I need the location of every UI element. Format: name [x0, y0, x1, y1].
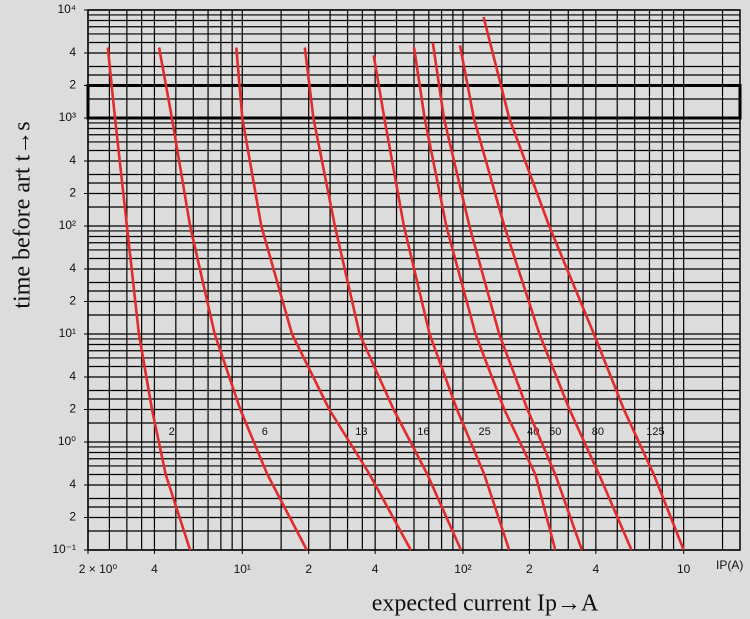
fuse-curve	[482, 16, 685, 551]
curve-label: 2	[169, 426, 175, 438]
x-tick-label: 4	[372, 562, 379, 576]
y-tick-label: 10⁰	[58, 434, 76, 448]
y-axis-title: time before art t→s	[10, 121, 36, 308]
y-tick-label: 10²	[59, 218, 76, 232]
curve-label: 25	[478, 426, 490, 438]
x-tick-label: 2 × 10⁰	[79, 562, 118, 576]
x-tick-label: 2	[526, 562, 533, 576]
curve-label: 16	[417, 426, 429, 438]
y-tick-label: 2	[69, 510, 76, 524]
highlight-band	[86, 83, 742, 120]
x-tick-label: 4	[592, 562, 599, 576]
x-tick-label: 10²	[454, 562, 471, 576]
y-tick-label: 2	[69, 186, 76, 200]
x-tick-label: 4	[151, 562, 158, 576]
y-tick-label: 10¹	[59, 326, 76, 340]
fuse-curve	[458, 45, 633, 551]
fuse-curve	[235, 47, 412, 551]
x-tick-label: 2	[305, 562, 312, 576]
fuse-curve	[431, 42, 584, 551]
y-tick-label: 10⁻¹	[52, 542, 76, 556]
y-tick-label: 4	[69, 45, 76, 59]
x-axis-title: expected current Ip→A	[372, 591, 599, 617]
y-tick-label: 2	[69, 294, 76, 308]
x-unit-label: IP(A)	[716, 558, 743, 572]
curve-label: 6	[262, 426, 268, 438]
x-tick-label: 10	[677, 562, 691, 576]
y-tick-label: 10⁴	[57, 2, 76, 16]
y-tick-label: 2	[69, 78, 76, 92]
fuse-curve	[372, 55, 511, 551]
y-tick-label: 4	[69, 261, 76, 275]
x-tick-label: 10¹	[234, 562, 251, 576]
curve-label: 80	[592, 426, 604, 438]
fuse-curve	[412, 47, 557, 551]
curve-label: 50	[549, 426, 561, 438]
y-tick-label: 4	[69, 369, 76, 383]
curve-label: 13	[355, 426, 367, 438]
fuse-curve	[157, 47, 308, 551]
y-tick-label: 10³	[59, 110, 76, 124]
y-tick-label: 2	[69, 402, 76, 416]
y-tick-label: 4	[69, 153, 76, 167]
curve-label: 125	[646, 426, 664, 438]
fuse-curve	[303, 47, 463, 551]
fuse-curve	[106, 47, 192, 551]
y-tick-label: 4	[69, 477, 76, 491]
